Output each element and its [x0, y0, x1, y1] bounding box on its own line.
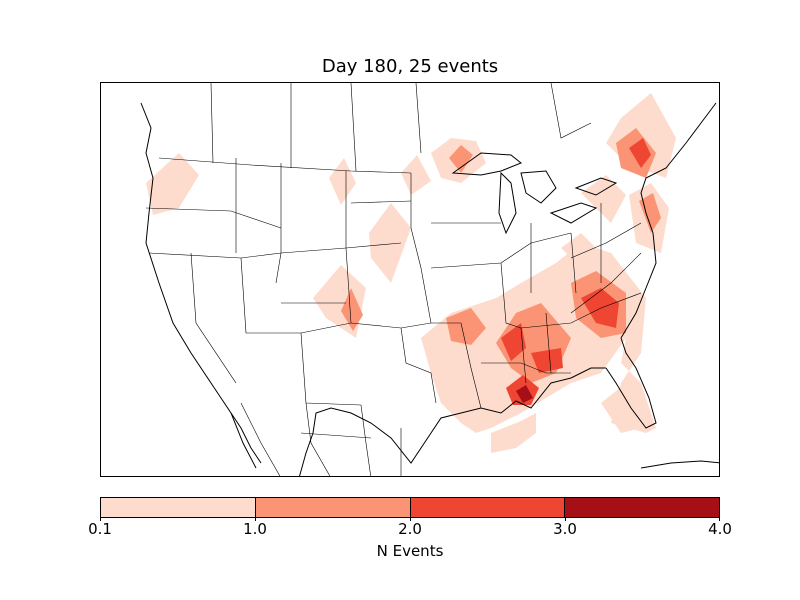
density-region	[531, 348, 563, 373]
density-region	[341, 288, 363, 331]
colorbar-segment	[101, 498, 255, 517]
colorbar-tickmark	[719, 517, 720, 521]
colorbar-tickmark	[255, 517, 256, 521]
colorbar-tickmark	[565, 517, 566, 521]
map-panel	[100, 82, 720, 477]
colorbar-segment	[254, 498, 410, 517]
colorbar-tick-label: 1.0	[243, 520, 267, 538]
density-region	[516, 385, 533, 403]
colorbar-tick-label: 4.0	[708, 520, 732, 538]
density-region	[561, 233, 601, 273]
density-region	[629, 138, 651, 168]
density-region	[401, 155, 431, 195]
colorbar-tick-label: 3.0	[553, 520, 577, 538]
density-region	[329, 158, 356, 205]
density-region	[313, 265, 366, 338]
colorbar-tickmark	[410, 517, 411, 521]
event-density-layer	[146, 93, 676, 453]
colorbar-segment	[564, 498, 719, 517]
density-region	[601, 383, 646, 433]
density-region	[491, 413, 536, 453]
density-region	[501, 323, 526, 361]
density-region	[369, 203, 411, 283]
colorbar	[100, 497, 720, 518]
colorbar-tick-label: 2.0	[398, 520, 422, 538]
colorbar-tick-label: 0.1	[88, 520, 112, 538]
colorbar-label: N Events	[376, 542, 444, 560]
coastline-layer	[140, 102, 719, 476]
state-boundaries-layer	[145, 83, 642, 476]
density-region	[446, 308, 486, 345]
plot-title: Day 180, 25 events	[321, 56, 499, 77]
colorbar-tickmark	[100, 517, 101, 521]
density-region	[581, 175, 626, 223]
density-region	[639, 193, 661, 233]
map-svg	[140, 83, 719, 476]
density-region	[449, 145, 473, 173]
density-region	[161, 168, 186, 195]
colorbar-segment	[409, 498, 565, 517]
